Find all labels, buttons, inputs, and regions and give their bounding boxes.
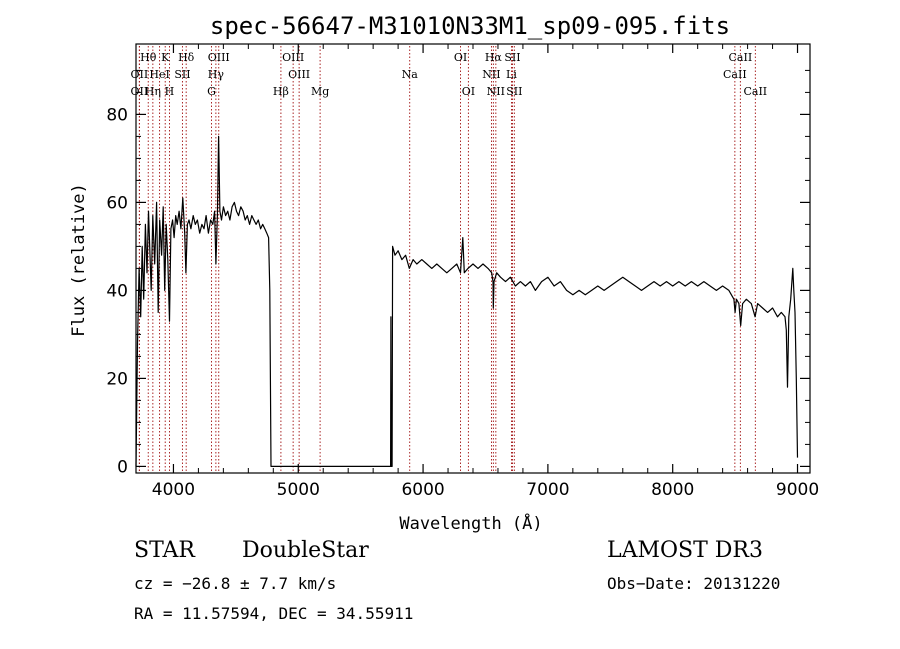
y-tick-label: 20 xyxy=(106,369,128,389)
y-axis: 0 20 40 60 80 xyxy=(106,69,810,477)
x-axis: 4000 5000 6000 7000 8000 9000 xyxy=(152,44,819,500)
spectrum-series-line xyxy=(135,135,799,467)
line-label-6: K xyxy=(161,51,170,64)
emission-line-markers xyxy=(138,46,756,473)
line-label-21: NII xyxy=(487,85,505,98)
line-label-14: Hβ xyxy=(273,85,289,98)
line-label-22: SII xyxy=(504,51,520,64)
x-tick-label: 4000 xyxy=(152,480,195,500)
line-label-23: Li xyxy=(506,68,517,81)
line-label-7: SII xyxy=(174,68,190,81)
redshift-velocity: cz = −26.8 ± 7.7 km/s xyxy=(134,574,337,593)
line-label-5: HeI xyxy=(149,68,169,81)
line-label-9: OIII xyxy=(208,51,230,64)
line-label-20: NII xyxy=(482,68,500,81)
x-tick-label: 8000 xyxy=(651,480,694,500)
line-label-24: SII xyxy=(506,85,522,98)
line-label-1: OII xyxy=(131,68,149,81)
line-label-13: OIII xyxy=(288,68,310,81)
line-label-11: G xyxy=(207,85,216,98)
line-label-15: Mg xyxy=(311,85,329,98)
y-tick-label: 40 xyxy=(106,281,128,301)
coordinates: RA = 11.57594, DEC = 34.55911 xyxy=(134,604,414,623)
x-tick-label: 5000 xyxy=(277,480,320,500)
line-label-19: Hα xyxy=(485,51,503,64)
plot-frame xyxy=(135,43,811,474)
line-label-12: OIII xyxy=(282,51,304,64)
line-label-17: OI xyxy=(454,51,467,64)
y-tick-label: 60 xyxy=(106,193,128,213)
y-axis-label: Flux (relative) xyxy=(69,183,89,337)
x-tick-label: 9000 xyxy=(776,480,819,500)
line-label-8: Hδ xyxy=(178,51,195,64)
line-label-18: OI xyxy=(462,85,475,98)
object-subclass: DoubleStar xyxy=(242,538,369,563)
observation-date: Obs−Date: 20131220 xyxy=(607,574,781,593)
line-label-26: CaII xyxy=(723,68,747,81)
line-label-4: H xyxy=(165,85,175,98)
line-label-2: OII xyxy=(131,85,149,98)
y-tick-label: 80 xyxy=(106,105,128,125)
x-tick-label: 7000 xyxy=(526,480,569,500)
survey-name: LAMOST DR3 xyxy=(607,538,763,563)
line-label-25: CaII xyxy=(729,51,753,64)
line-label-16: Na xyxy=(402,68,419,81)
x-tick-label: 6000 xyxy=(401,480,444,500)
line-label-27: CaII xyxy=(743,85,767,98)
chart-title: spec-56647-M31010N33M1_sp09-095.fits xyxy=(210,12,730,40)
y-tick-label: 0 xyxy=(117,457,128,477)
line-label-3: Hη xyxy=(145,85,161,98)
x-axis-label: Wavelength (Å) xyxy=(399,512,542,534)
line-label-10: Hγ xyxy=(208,68,225,81)
object-class: STAR xyxy=(134,538,195,563)
line-label-0: Hθ xyxy=(140,51,157,64)
